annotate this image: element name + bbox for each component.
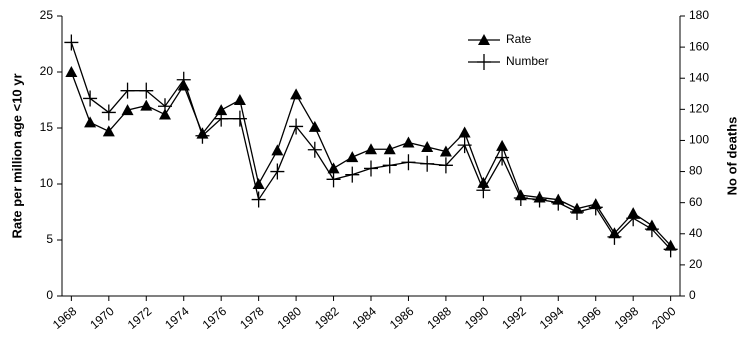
plus-marker xyxy=(289,118,304,135)
legend-label: Rate xyxy=(506,32,532,46)
x-tick-label: 1992 xyxy=(499,304,529,332)
plus-marker xyxy=(551,194,566,211)
x-tick-label: 1970 xyxy=(87,304,117,332)
y2-tick-label: 180 xyxy=(689,8,709,22)
y-tick-label: 25 xyxy=(40,8,54,22)
plus-marker xyxy=(158,98,172,115)
triangle-marker xyxy=(140,99,153,111)
plus-marker xyxy=(64,34,79,51)
plus-marker xyxy=(420,155,435,172)
y2-tick-label: 100 xyxy=(689,133,709,147)
plus-marker xyxy=(232,110,247,127)
y-axis-title: Rate per million age <10 yr xyxy=(9,73,24,238)
legend-label: Number xyxy=(506,54,549,68)
plus-marker xyxy=(345,166,360,183)
x-tick-label: 1972 xyxy=(125,304,155,332)
plus-marker xyxy=(570,204,584,220)
plus-marker xyxy=(251,191,266,208)
triangle-marker xyxy=(458,126,471,138)
triangle-marker xyxy=(439,145,452,157)
plus-marker xyxy=(120,82,135,99)
triangle-marker xyxy=(308,120,321,132)
y-tick-label: 15 xyxy=(40,120,54,134)
x-tick-label: 2000 xyxy=(649,304,679,332)
plus-marker xyxy=(644,221,659,238)
triangle-marker xyxy=(478,34,490,45)
x-tick-label: 1994 xyxy=(537,304,567,332)
triangle-marker xyxy=(402,136,415,148)
y-tick-label: 20 xyxy=(40,64,54,78)
x-tick-label: 1998 xyxy=(612,304,642,332)
triangle-marker xyxy=(383,143,396,155)
plus-marker xyxy=(307,141,322,158)
y2-axis-title: No of deaths xyxy=(724,117,739,196)
plus-marker xyxy=(382,157,397,174)
plus-marker xyxy=(101,104,116,121)
triangle-marker xyxy=(102,125,115,137)
plus-marker xyxy=(401,154,416,171)
plus-marker xyxy=(663,241,678,258)
plus-marker xyxy=(438,157,453,174)
triangle-marker xyxy=(327,162,340,174)
plus-marker xyxy=(588,199,603,216)
plus-marker xyxy=(476,182,491,199)
x-tick-label: 1996 xyxy=(574,304,604,332)
plus-marker xyxy=(607,228,622,245)
triangle-marker xyxy=(121,104,134,116)
x-tick-label: 1976 xyxy=(200,304,230,332)
y2-tick-label: 120 xyxy=(689,102,709,116)
triangle-marker xyxy=(215,104,228,116)
y2-tick-label: 40 xyxy=(689,226,703,240)
y2-tick-label: 80 xyxy=(689,164,703,178)
y2-tick-label: 60 xyxy=(689,195,703,209)
series-line xyxy=(70,71,672,247)
plus-marker xyxy=(195,127,210,144)
plus-marker xyxy=(513,190,528,206)
x-tick-label: 1988 xyxy=(424,304,454,332)
plus-marker xyxy=(457,137,472,154)
plus-marker xyxy=(214,110,229,127)
x-tick-label: 1980 xyxy=(275,304,305,332)
plus-marker xyxy=(139,82,154,99)
plus-marker xyxy=(326,171,341,188)
x-tick-label: 1986 xyxy=(387,304,417,332)
triangle-marker xyxy=(421,141,434,153)
y2-tick-label: 140 xyxy=(689,70,709,84)
x-tick-label: 1984 xyxy=(350,304,380,332)
plus-marker xyxy=(477,54,491,70)
plus-marker xyxy=(626,210,641,227)
triangle-marker xyxy=(496,139,509,151)
plus-marker xyxy=(270,163,285,180)
x-tick-label: 1978 xyxy=(237,304,267,332)
y2-tick-label: 0 xyxy=(689,288,696,302)
triangle-marker xyxy=(271,144,284,156)
y2-tick-label: 160 xyxy=(689,39,709,53)
x-tick-label: 1982 xyxy=(312,304,342,332)
y-tick-label: 10 xyxy=(40,176,54,190)
x-tick-label: 1968 xyxy=(50,304,80,332)
triangle-marker xyxy=(346,151,359,163)
y2-tick-label: 20 xyxy=(689,257,703,271)
x-tick-label: 1990 xyxy=(462,304,492,332)
plus-marker xyxy=(495,149,510,166)
plus-marker xyxy=(532,191,547,208)
triangle-marker xyxy=(233,94,246,105)
plus-marker xyxy=(83,90,98,107)
triangle-marker xyxy=(290,88,303,100)
y-tick-label: 5 xyxy=(46,232,53,246)
triangle-marker xyxy=(84,116,97,128)
x-tick-label: 1974 xyxy=(162,304,192,332)
y-tick-label: 0 xyxy=(46,288,53,302)
plus-marker xyxy=(176,71,191,88)
triangle-marker xyxy=(365,143,377,155)
plus-marker xyxy=(364,160,378,177)
triangle-marker xyxy=(65,66,78,77)
